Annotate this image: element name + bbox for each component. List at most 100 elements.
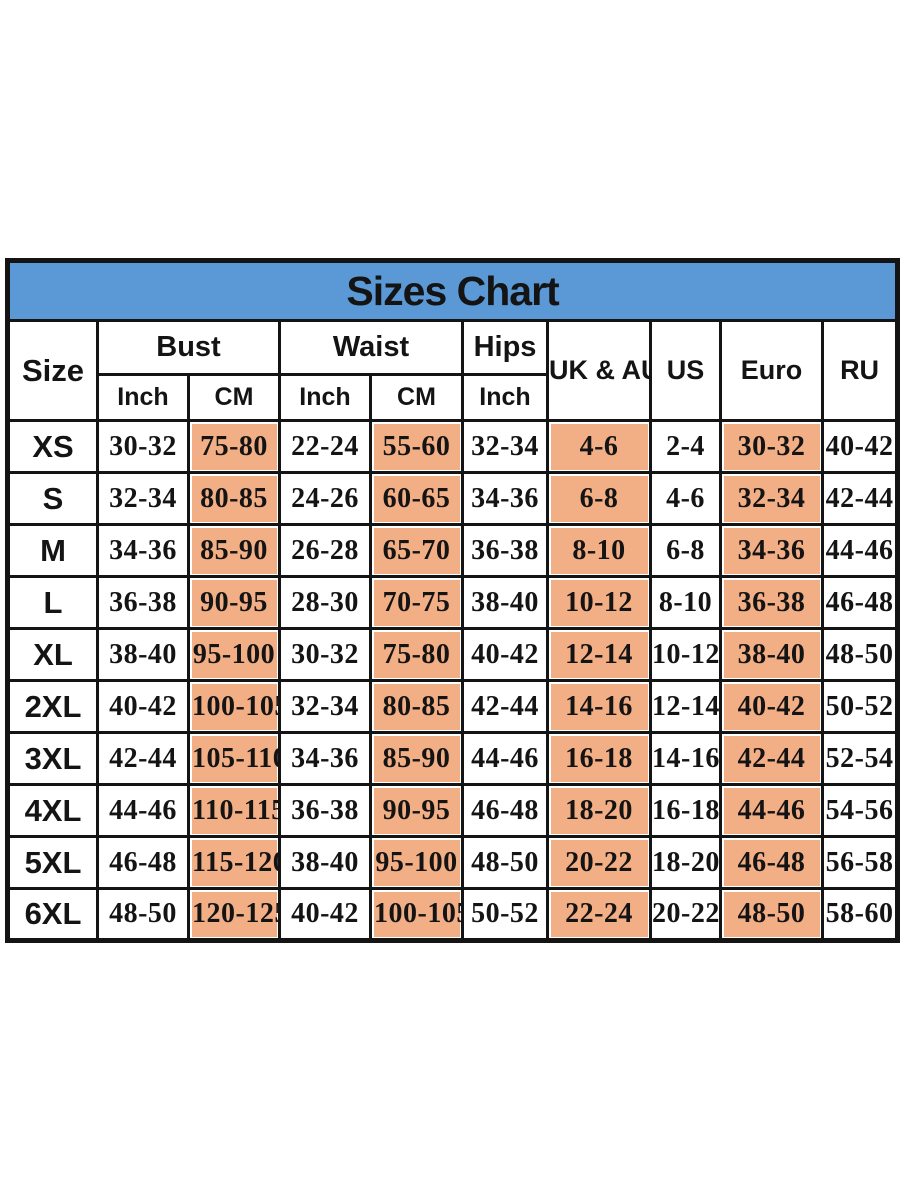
hips-inch-cell: 40-42 <box>461 627 549 682</box>
table-row-xl: XL 38-40 95-100 30-32 75-80 40-42 12-14 … <box>6 627 900 682</box>
bust-cm-cell: 115-120 <box>187 835 281 890</box>
hips-inch-cell: 44-46 <box>461 731 549 786</box>
row-label: 3XL <box>6 731 99 786</box>
table-row-l: L 36-38 90-95 28-30 70-75 38-40 10-12 8-… <box>6 575 900 630</box>
hips-inch-cell: 46-48 <box>461 783 549 838</box>
waist-inch-cell: 38-40 <box>278 835 372 890</box>
waist-inch-cell: 26-28 <box>278 523 372 578</box>
waist-cm-cell: 80-85 <box>369 679 464 734</box>
waist-cm-cell: 75-80 <box>369 627 464 682</box>
row-label: L <box>6 575 99 630</box>
uk-au-cell: 20-22 <box>546 835 652 890</box>
row-label: 4XL <box>6 783 99 838</box>
table-row-3xl: 3XL 42-44 105-110 34-36 85-90 44-46 16-1… <box>6 731 900 786</box>
hips-inch-cell: 32-34 <box>461 419 549 474</box>
waist-cm-cell: 55-60 <box>369 419 464 474</box>
bust-cm-cell: 95-100 <box>187 627 281 682</box>
col-header-uk-au: UK & AU <box>546 319 652 422</box>
us-cell: 20-22 <box>649 887 722 942</box>
table-row-s: S 32-34 80-85 24-26 60-65 34-36 6-8 4-6 … <box>6 471 900 526</box>
ru-cell: 40-42 <box>820 419 900 474</box>
ru-cell: 54-56 <box>820 783 900 838</box>
col-header-bust: Bust <box>96 319 281 376</box>
bust-cm-cell: 90-95 <box>187 575 281 630</box>
ru-cell: 42-44 <box>820 471 900 526</box>
waist-cm-cell: 100-105 <box>369 887 464 942</box>
us-cell: 8-10 <box>649 575 722 630</box>
uk-au-cell: 14-16 <box>546 679 652 734</box>
col-header-euro: Euro <box>719 319 824 422</box>
row-label: 5XL <box>6 835 99 890</box>
ru-cell: 44-46 <box>820 523 900 578</box>
chart-title: Sizes Chart <box>5 259 900 322</box>
waist-inch-cell: 22-24 <box>278 419 372 474</box>
ru-cell: 48-50 <box>820 627 900 682</box>
bust-inch-cell: 38-40 <box>96 627 190 682</box>
us-cell: 4-6 <box>649 471 722 526</box>
row-label: S <box>6 471 99 526</box>
uk-au-cell: 12-14 <box>546 627 652 682</box>
bust-inch-cell: 46-48 <box>96 835 190 890</box>
bust-cm-cell: 75-80 <box>187 419 281 474</box>
row-label: XS <box>6 419 99 474</box>
euro-cell: 36-38 <box>719 575 824 630</box>
bust-inch-cell: 30-32 <box>96 419 190 474</box>
us-cell: 2-4 <box>649 419 722 474</box>
bust-inch-cell: 44-46 <box>96 783 190 838</box>
row-label: M <box>6 523 99 578</box>
waist-cm-cell: 70-75 <box>369 575 464 630</box>
waist-inch-cell: 24-26 <box>278 471 372 526</box>
col-header-waist: Waist <box>278 319 464 376</box>
hips-inch-cell: 34-36 <box>461 471 549 526</box>
euro-cell: 30-32 <box>719 419 824 474</box>
euro-cell: 48-50 <box>719 887 824 942</box>
col-header-hips: Hips <box>461 319 549 376</box>
waist-inch-cell: 30-32 <box>278 627 372 682</box>
euro-cell: 46-48 <box>719 835 824 890</box>
us-cell: 14-16 <box>649 731 722 786</box>
uk-au-cell: 4-6 <box>546 419 652 474</box>
col-header-size: Size <box>6 319 99 422</box>
row-label: XL <box>6 627 99 682</box>
waist-cm-cell: 90-95 <box>369 783 464 838</box>
bust-cm-cell: 120-125 <box>187 887 281 942</box>
waist-inch-cell: 36-38 <box>278 783 372 838</box>
row-label: 6XL <box>6 887 99 942</box>
us-cell: 10-12 <box>649 627 722 682</box>
waist-cm-cell: 85-90 <box>369 731 464 786</box>
col-header-us: US <box>649 319 722 422</box>
uk-au-cell: 10-12 <box>546 575 652 630</box>
bust-cm-cell: 110-115 <box>187 783 281 838</box>
bust-cm-cell: 100-105 <box>187 679 281 734</box>
uk-au-cell: 16-18 <box>546 731 652 786</box>
bust-cm-cell: 85-90 <box>187 523 281 578</box>
bust-inch-cell: 40-42 <box>96 679 190 734</box>
hips-inch-cell: 38-40 <box>461 575 549 630</box>
table-row-6xl: 6XL 48-50 120-125 40-42 100-105 50-52 22… <box>6 887 900 942</box>
waist-inch-cell: 28-30 <box>278 575 372 630</box>
hips-inch-cell: 48-50 <box>461 835 549 890</box>
ru-cell: 58-60 <box>820 887 900 942</box>
euro-cell: 38-40 <box>719 627 824 682</box>
col-header-ru: RU <box>820 319 900 422</box>
ru-cell: 56-58 <box>820 835 900 890</box>
hips-inch-cell: 36-38 <box>461 523 549 578</box>
col-subheader-bust-cm: CM <box>187 373 281 422</box>
ru-cell: 46-48 <box>820 575 900 630</box>
col-subheader-bust-inch: Inch <box>96 373 190 422</box>
row-label: 2XL <box>6 679 99 734</box>
euro-cell: 34-36 <box>719 523 824 578</box>
table-row-5xl: 5XL 46-48 115-120 38-40 95-100 48-50 20-… <box>6 835 900 890</box>
waist-inch-cell: 34-36 <box>278 731 372 786</box>
waist-cm-cell: 95-100 <box>369 835 464 890</box>
us-cell: 12-14 <box>649 679 722 734</box>
table-row-2xl: 2XL 40-42 100-105 32-34 80-85 42-44 14-1… <box>6 679 900 734</box>
uk-au-cell: 18-20 <box>546 783 652 838</box>
hips-inch-cell: 42-44 <box>461 679 549 734</box>
ru-cell: 50-52 <box>820 679 900 734</box>
col-subheader-hips-inch: Inch <box>461 373 549 422</box>
us-cell: 18-20 <box>649 835 722 890</box>
uk-au-cell: 6-8 <box>546 471 652 526</box>
euro-cell: 40-42 <box>719 679 824 734</box>
